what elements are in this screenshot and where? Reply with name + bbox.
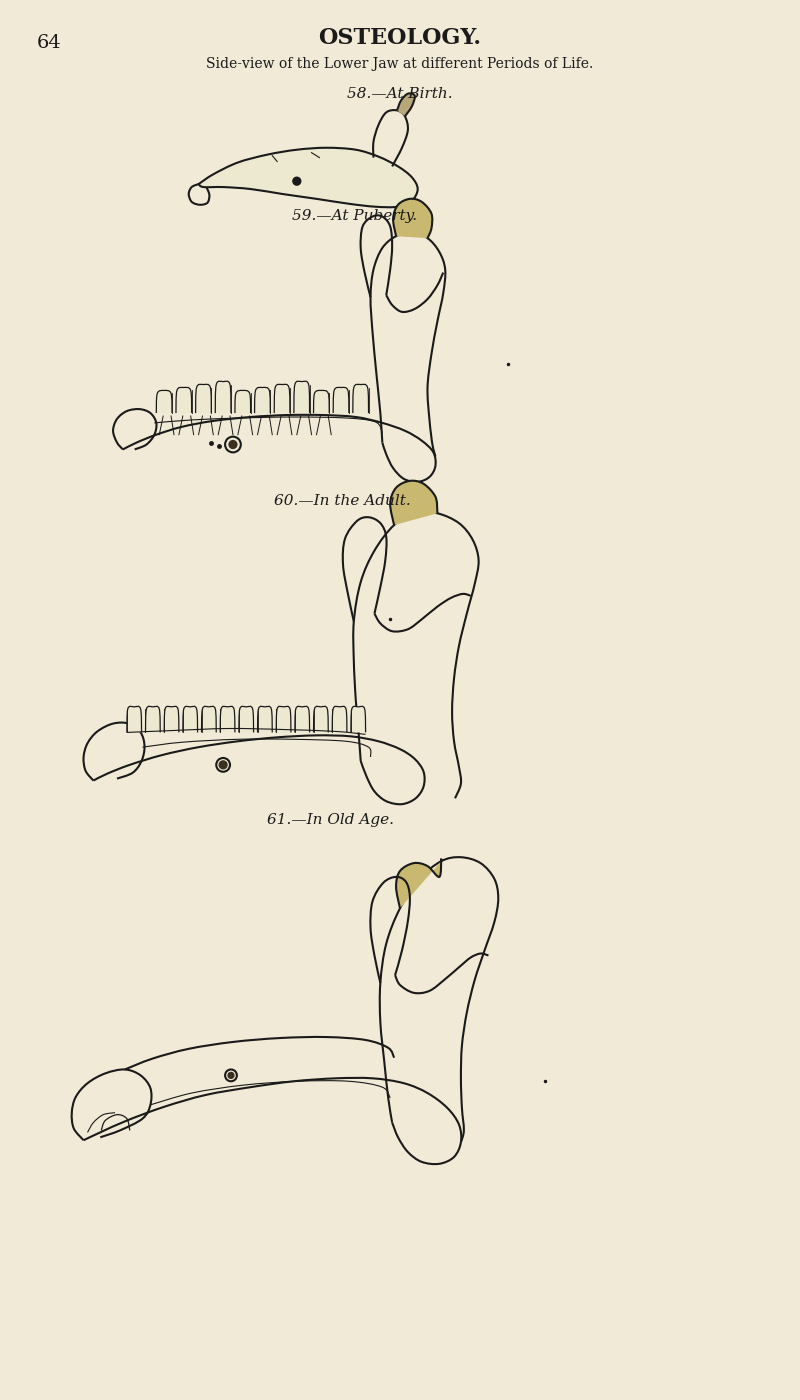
- PathPatch shape: [333, 388, 349, 413]
- Text: 64: 64: [37, 34, 61, 52]
- PathPatch shape: [314, 706, 328, 732]
- Circle shape: [229, 441, 237, 448]
- Circle shape: [219, 762, 227, 769]
- PathPatch shape: [254, 388, 270, 413]
- PathPatch shape: [274, 384, 290, 413]
- PathPatch shape: [220, 706, 235, 732]
- PathPatch shape: [351, 706, 366, 732]
- PathPatch shape: [196, 384, 211, 413]
- PathPatch shape: [127, 706, 142, 732]
- PathPatch shape: [146, 706, 160, 732]
- PathPatch shape: [397, 94, 415, 116]
- Text: 58.—At Birth.: 58.—At Birth.: [347, 87, 453, 101]
- Text: OSTEOLOGY.: OSTEOLOGY.: [318, 27, 482, 49]
- PathPatch shape: [215, 381, 231, 413]
- Text: 59.—At Puberty.: 59.—At Puberty.: [292, 209, 417, 223]
- PathPatch shape: [393, 199, 432, 238]
- PathPatch shape: [156, 391, 172, 413]
- Circle shape: [228, 1072, 234, 1078]
- PathPatch shape: [183, 706, 198, 732]
- PathPatch shape: [294, 381, 310, 413]
- PathPatch shape: [198, 148, 418, 207]
- Text: Side-view of the Lower Jaw at different Periods of Life.: Side-view of the Lower Jaw at different …: [206, 57, 594, 71]
- PathPatch shape: [202, 706, 216, 732]
- PathPatch shape: [164, 706, 179, 732]
- PathPatch shape: [276, 706, 291, 732]
- PathPatch shape: [235, 391, 250, 413]
- Circle shape: [293, 178, 301, 185]
- PathPatch shape: [258, 706, 272, 732]
- PathPatch shape: [332, 706, 347, 732]
- PathPatch shape: [396, 858, 442, 909]
- PathPatch shape: [176, 388, 192, 413]
- PathPatch shape: [295, 706, 310, 732]
- Text: 60.—In the Adult.: 60.—In the Adult.: [274, 494, 411, 508]
- PathPatch shape: [314, 391, 330, 413]
- Text: 61.—In Old Age.: 61.—In Old Age.: [267, 813, 394, 827]
- PathPatch shape: [353, 384, 369, 413]
- PathPatch shape: [390, 480, 438, 525]
- PathPatch shape: [239, 706, 254, 732]
